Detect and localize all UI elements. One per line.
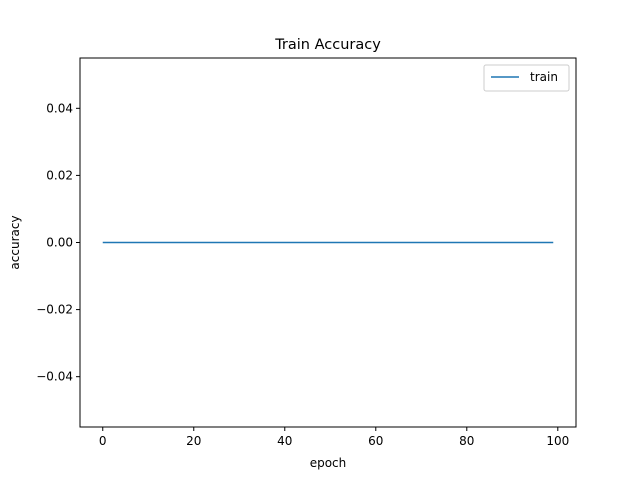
y-axis-label: accuracy	[8, 215, 22, 269]
y-tick-label: 0.04	[46, 101, 73, 115]
y-tick-label: −0.02	[36, 303, 73, 317]
legend-box	[483, 64, 570, 92]
x-tick-label: 60	[368, 434, 383, 448]
y-axis: −0.04 −0.02 0.00 0.02 0.04	[36, 101, 80, 384]
y-tick-label: 0.00	[46, 236, 73, 250]
x-axis: 0 20 40 60 80 100	[99, 427, 569, 448]
chart-title: Train Accuracy	[274, 37, 381, 53]
x-tick-label: 0	[99, 434, 107, 448]
y-tick-label: −0.04	[36, 370, 73, 384]
y-tick-label: 0.02	[46, 168, 73, 182]
x-tick-label: 40	[277, 434, 292, 448]
x-tick-label: 20	[186, 434, 201, 448]
x-tick-label: 80	[459, 434, 474, 448]
legend-label-train: train	[530, 70, 558, 84]
x-axis-label: epoch	[310, 456, 347, 470]
legend: train	[483, 64, 570, 92]
x-tick-label: 100	[546, 434, 569, 448]
